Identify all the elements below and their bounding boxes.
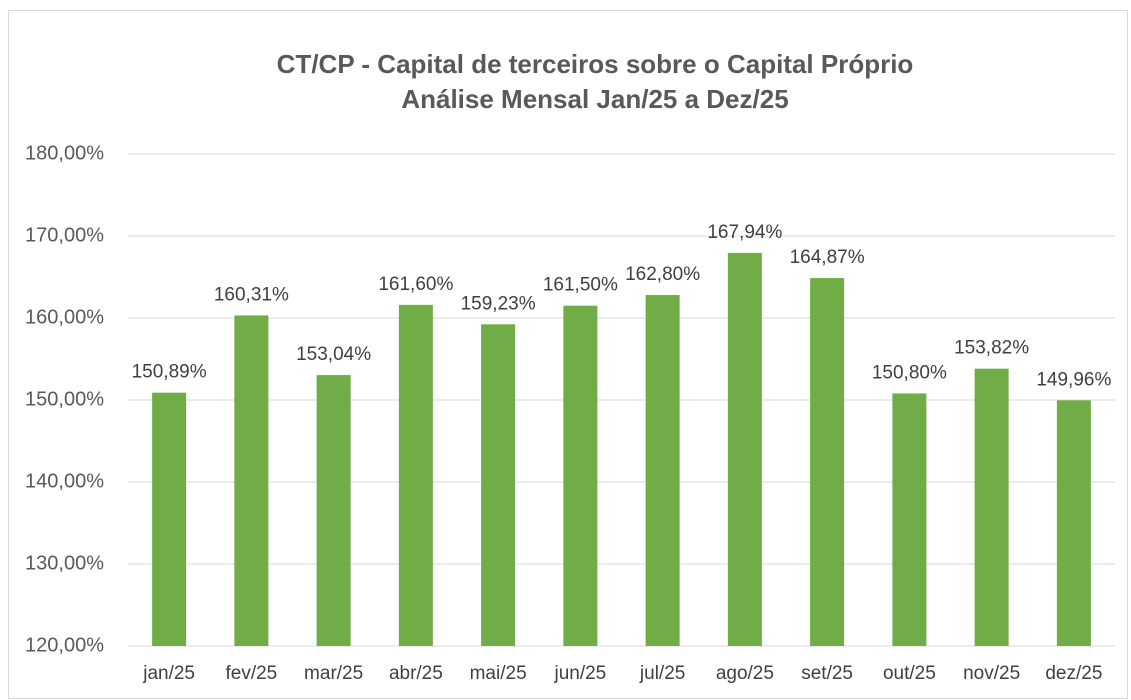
x-tick-label: mai/25 xyxy=(470,663,527,684)
x-tick-label: nov/25 xyxy=(963,663,1020,684)
x-tick-label: abr/25 xyxy=(389,663,443,684)
y-tick-label: 160,00% xyxy=(25,306,104,328)
bar xyxy=(645,295,680,646)
chart-title: CT/CP - Capital de terceiros sobre o Cap… xyxy=(277,49,914,79)
x-tick-label: ago/25 xyxy=(716,663,774,684)
value-label: 161,60% xyxy=(378,274,453,295)
bar xyxy=(316,375,351,646)
y-tick-label: 130,00% xyxy=(25,552,104,574)
bar xyxy=(234,315,269,646)
bar xyxy=(481,324,516,646)
value-label: 159,23% xyxy=(461,293,536,314)
x-tick-label: fev/25 xyxy=(225,663,277,684)
bar xyxy=(398,304,433,646)
bar xyxy=(810,278,845,646)
value-label: 161,50% xyxy=(543,275,618,296)
y-tick-label: 170,00% xyxy=(25,224,104,246)
bar xyxy=(563,305,598,646)
bar xyxy=(892,393,927,646)
y-tick-label: 140,00% xyxy=(25,470,104,492)
value-label: 162,80% xyxy=(625,264,700,285)
x-tick-label: dez/25 xyxy=(1045,663,1102,684)
bar xyxy=(727,252,762,646)
bar xyxy=(1056,400,1091,646)
value-label: 164,87% xyxy=(790,247,865,268)
x-tick-label: set/25 xyxy=(801,663,853,684)
chart-subtitle: Análise Mensal Jan/25 a Dez/25 xyxy=(401,84,788,114)
value-label: 150,89% xyxy=(132,362,207,383)
x-tick-label: jan/25 xyxy=(142,663,195,684)
value-label: 150,80% xyxy=(872,362,947,383)
bar xyxy=(974,368,1009,646)
y-tick-label: 120,00% xyxy=(25,634,104,656)
value-label: 149,96% xyxy=(1036,369,1111,390)
bar xyxy=(152,392,187,646)
value-label: 160,31% xyxy=(214,284,289,305)
x-tick-label: out/25 xyxy=(883,663,936,684)
value-label: 153,82% xyxy=(954,338,1029,359)
x-tick-label: mar/25 xyxy=(304,663,363,684)
x-tick-label: jun/25 xyxy=(553,663,606,684)
x-tick-label: jul/25 xyxy=(639,663,685,684)
y-tick-label: 150,00% xyxy=(25,388,104,410)
value-label: 153,04% xyxy=(296,344,371,365)
value-label: 167,94% xyxy=(707,222,782,243)
y-tick-label: 180,00% xyxy=(25,142,104,164)
